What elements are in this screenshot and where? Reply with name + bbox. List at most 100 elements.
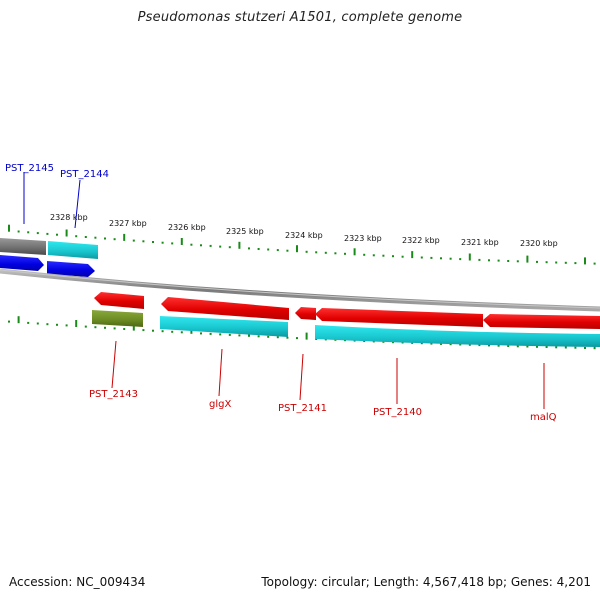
gene-arrow-malq[interactable] [483, 314, 600, 329]
minor-tick [516, 345, 519, 348]
gene-label: glgX [209, 399, 231, 410]
minor-tick [305, 250, 308, 253]
outer-tick-ring [8, 224, 596, 265]
minor-tick [488, 344, 490, 347]
minor-tick [555, 261, 558, 264]
genome-summary-text: Topology: circular; Length: 4,567,418 bp… [261, 575, 591, 589]
gene-arrow-pst2143[interactable] [94, 292, 144, 309]
gene-arrow-pst2144[interactable] [47, 261, 95, 277]
minor-tick [113, 238, 116, 241]
minor-tick [257, 335, 260, 338]
minor-tick [171, 330, 174, 333]
minor-tick [574, 346, 577, 349]
major-tick [65, 229, 68, 237]
minor-tick [420, 256, 423, 259]
gene-label: malQ [530, 412, 557, 423]
gene-feature-olive[interactable] [92, 310, 143, 327]
minor-tick [459, 343, 462, 346]
minor-tick [497, 344, 500, 347]
minor-tick [449, 343, 452, 346]
major-tick [305, 332, 308, 340]
minor-tick [324, 251, 327, 254]
minor-tick [468, 343, 471, 346]
gene-label: PST_2140 [373, 407, 422, 418]
minor-tick [248, 247, 250, 250]
minor-tick [276, 336, 279, 339]
callout-lines [23, 172, 545, 409]
minor-tick [171, 242, 174, 245]
minor-tick [507, 345, 510, 347]
minor-tick [84, 236, 87, 238]
gene-arrow-pst2145[interactable] [0, 255, 44, 271]
major-tick [8, 224, 10, 232]
gene-feature-cyan-glgx[interactable] [160, 316, 288, 337]
minor-tick [411, 341, 414, 344]
gene-label: PST_2144 [60, 169, 109, 180]
major-tick [132, 323, 135, 331]
minor-tick [8, 320, 10, 323]
ruler-label: 2324 kbp [285, 231, 323, 240]
major-tick [411, 251, 414, 259]
minor-tick [113, 327, 116, 330]
major-tick [75, 320, 78, 327]
genome-backbone [0, 268, 600, 312]
gene-labels: PST_2145 PST_2144 PST_2143 glgX PST_2141… [5, 163, 557, 423]
minor-tick [344, 252, 346, 255]
minor-tick [430, 342, 433, 345]
gene-feature-cyan-long[interactable] [315, 325, 600, 347]
minor-tick [94, 326, 97, 329]
minor-tick [200, 332, 202, 335]
minor-tick [372, 254, 375, 257]
reverse-features [92, 292, 600, 347]
minor-tick [238, 334, 241, 337]
major-tick [180, 238, 183, 245]
minor-tick [363, 253, 366, 256]
gene-arrow-pst2141[interactable] [295, 307, 316, 320]
major-tick [123, 233, 126, 241]
minor-tick [449, 257, 452, 260]
gene-arrow-pst2140[interactable] [315, 308, 483, 327]
minor-tick [132, 239, 135, 242]
minor-tick [516, 260, 519, 263]
minor-tick [84, 325, 87, 328]
minor-tick [219, 245, 222, 248]
minor-tick [334, 252, 337, 255]
minor-tick [152, 241, 154, 243]
major-tick [238, 241, 241, 249]
minor-tick [75, 235, 78, 238]
gene-feature-cyan[interactable] [48, 241, 98, 259]
minor-tick [276, 249, 279, 252]
gene-arrow-glgx[interactable] [161, 297, 289, 320]
ruler-label: 2321 kbp [461, 238, 499, 247]
minor-tick [478, 258, 481, 261]
ruler-label: 2325 kbp [226, 227, 264, 236]
minor-tick [267, 335, 270, 338]
ruler-label: 2322 kbp [402, 236, 440, 245]
minor-tick [104, 237, 106, 240]
ruler-label: 2327 kbp [109, 219, 147, 228]
minor-tick [27, 321, 30, 324]
gene-feature-gray[interactable] [0, 238, 46, 255]
minor-tick [228, 246, 231, 249]
major-tick [526, 255, 529, 263]
minor-tick [536, 260, 538, 263]
minor-tick [142, 240, 145, 243]
major-tick [17, 316, 20, 324]
minor-tick [17, 230, 20, 233]
minor-tick [574, 262, 577, 265]
ruler-label: 2326 kbp [168, 223, 206, 232]
minor-tick [315, 251, 318, 254]
major-tick [353, 248, 356, 256]
minor-tick [401, 255, 404, 258]
ruler-labels: 2328 kbp 2327 kbp 2326 kbp 2325 kbp 2324… [50, 213, 558, 248]
major-tick [468, 253, 471, 261]
minor-tick [526, 345, 529, 348]
minor-tick [190, 243, 193, 246]
ruler-label: 2328 kbp [50, 213, 88, 222]
minor-tick [545, 346, 548, 348]
minor-tick [36, 232, 39, 235]
accession-text: Accession: NC_009434 [9, 575, 146, 589]
major-tick [584, 257, 586, 265]
minor-tick [430, 256, 433, 259]
minor-tick [286, 249, 289, 252]
